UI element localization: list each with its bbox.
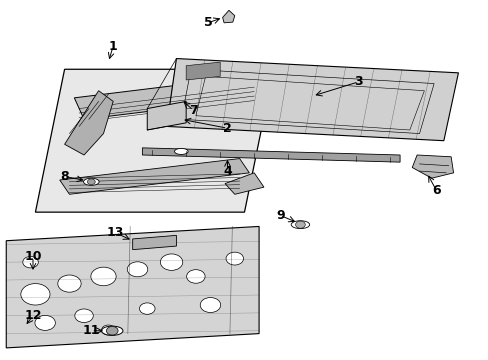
Text: 8: 8	[60, 170, 69, 183]
Circle shape	[200, 297, 220, 312]
Ellipse shape	[290, 221, 309, 229]
Text: 9: 9	[276, 209, 285, 222]
Text: 1: 1	[109, 40, 117, 53]
Ellipse shape	[83, 178, 99, 185]
Circle shape	[106, 327, 118, 335]
Polygon shape	[74, 76, 259, 119]
Polygon shape	[224, 173, 264, 194]
Polygon shape	[35, 69, 273, 212]
Circle shape	[75, 309, 93, 323]
Circle shape	[21, 284, 50, 305]
Text: 5: 5	[203, 16, 212, 29]
Ellipse shape	[174, 148, 188, 154]
Polygon shape	[166, 59, 458, 141]
Circle shape	[58, 275, 81, 292]
Circle shape	[102, 325, 115, 335]
Text: 11: 11	[82, 324, 100, 337]
Ellipse shape	[102, 326, 122, 336]
Polygon shape	[6, 226, 259, 348]
Text: 6: 6	[431, 184, 440, 197]
Polygon shape	[132, 235, 176, 249]
Text: 3: 3	[354, 75, 362, 88]
Circle shape	[23, 256, 38, 268]
Circle shape	[160, 254, 183, 270]
Circle shape	[295, 221, 305, 228]
Polygon shape	[64, 91, 113, 155]
Circle shape	[35, 315, 55, 330]
Circle shape	[87, 179, 95, 185]
Text: 13: 13	[107, 226, 124, 239]
Circle shape	[139, 303, 155, 314]
Text: 2: 2	[223, 122, 231, 135]
Circle shape	[91, 267, 116, 286]
Polygon shape	[222, 10, 234, 23]
Polygon shape	[186, 62, 220, 80]
Circle shape	[186, 270, 204, 283]
Polygon shape	[147, 102, 186, 130]
Text: 12: 12	[24, 309, 41, 322]
Text: 4: 4	[223, 165, 231, 177]
Polygon shape	[60, 158, 249, 194]
Circle shape	[225, 252, 243, 265]
Text: 10: 10	[24, 250, 41, 263]
Polygon shape	[411, 155, 453, 178]
Polygon shape	[142, 148, 399, 162]
Circle shape	[127, 262, 147, 277]
Text: 7: 7	[189, 104, 198, 117]
